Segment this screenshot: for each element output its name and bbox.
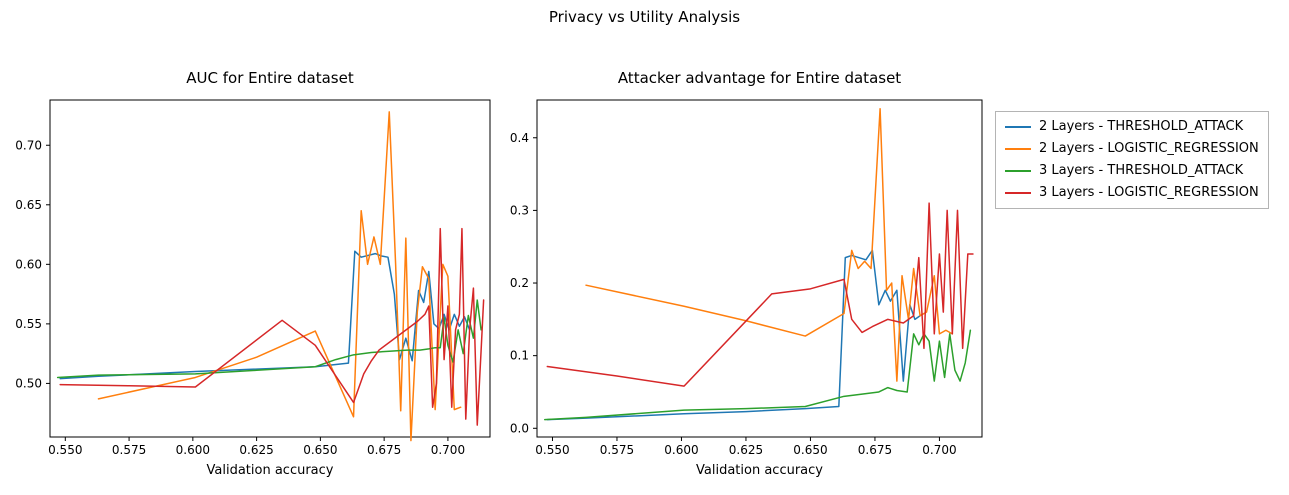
- svg-text:0.675: 0.675: [858, 443, 892, 457]
- legend-line-swatch: [1005, 148, 1031, 150]
- legend-item: 3 Layers - THRESHOLD_ATTACK: [1005, 163, 1259, 179]
- legend-item: 2 Layers - LOGISTIC_REGRESSION: [1005, 141, 1259, 157]
- svg-text:0.55: 0.55: [15, 317, 42, 331]
- svg-text:0.70: 0.70: [15, 138, 42, 152]
- legend-line-swatch: [1005, 126, 1031, 128]
- auc-chart: 0.550 0.575 0.600 0.625 0.650 0.675 0.700 0.50 0…: [15, 99, 491, 457]
- legend: 2 Layers - THRESHOLD_ATTACK 2 Layers - L…: [995, 111, 1269, 209]
- legend-item-label: 2 Layers - THRESHOLD_ATTACK: [1039, 119, 1244, 134]
- svg-text:0.575: 0.575: [600, 443, 634, 457]
- svg-text:0.700: 0.700: [922, 443, 956, 457]
- svg-text:0.700: 0.700: [431, 443, 465, 457]
- svg-text:0.575: 0.575: [112, 443, 146, 457]
- legend-item-label: 3 Layers - THRESHOLD_ATTACK: [1039, 163, 1244, 178]
- legend-item-label: 3 Layers - LOGISTIC_REGRESSION: [1039, 185, 1259, 200]
- advantage-chart-title: Attacker advantage for Entire dataset: [617, 69, 902, 87]
- legend-item-label: 2 Layers - LOGISTIC_REGRESSION: [1039, 141, 1259, 156]
- figure-title: Privacy vs Utility Analysis: [548, 8, 741, 26]
- svg-text:0.60: 0.60: [15, 257, 42, 271]
- svg-text:0.4: 0.4: [510, 131, 529, 145]
- legend-item: 3 Layers - LOGISTIC_REGRESSION: [1005, 185, 1259, 201]
- svg-text:0.550: 0.550: [48, 443, 82, 457]
- auc-chart-title: AUC for Entire dataset: [186, 69, 354, 87]
- svg-text:0.550: 0.550: [535, 443, 569, 457]
- auc-xaxis-label: Validation accuracy: [206, 463, 334, 478]
- legend-item: 2 Layers - THRESHOLD_ATTACK: [1005, 119, 1259, 135]
- advantage-chart: 0.550 0.575 0.600 0.625 0.650 0.675 0.700 0.0 0.…: [510, 99, 983, 457]
- legend-line-swatch: [1005, 170, 1031, 172]
- advantage-xaxis-label: Validation accuracy: [696, 463, 823, 478]
- svg-text:0.3: 0.3: [510, 203, 529, 217]
- legend-line-swatch: [1005, 192, 1031, 194]
- svg-text:0.625: 0.625: [729, 443, 763, 457]
- svg-text:0.625: 0.625: [239, 443, 273, 457]
- svg-text:0.650: 0.650: [303, 443, 337, 457]
- svg-text:0.2: 0.2: [510, 276, 529, 290]
- svg-text:0.650: 0.650: [793, 443, 827, 457]
- svg-text:0.600: 0.600: [664, 443, 698, 457]
- svg-text:0.675: 0.675: [367, 443, 401, 457]
- svg-text:0.50: 0.50: [15, 376, 42, 390]
- svg-text:0.1: 0.1: [510, 349, 529, 363]
- svg-text:0.0: 0.0: [510, 421, 529, 435]
- svg-text:0.65: 0.65: [15, 198, 42, 212]
- svg-text:0.600: 0.600: [176, 443, 210, 457]
